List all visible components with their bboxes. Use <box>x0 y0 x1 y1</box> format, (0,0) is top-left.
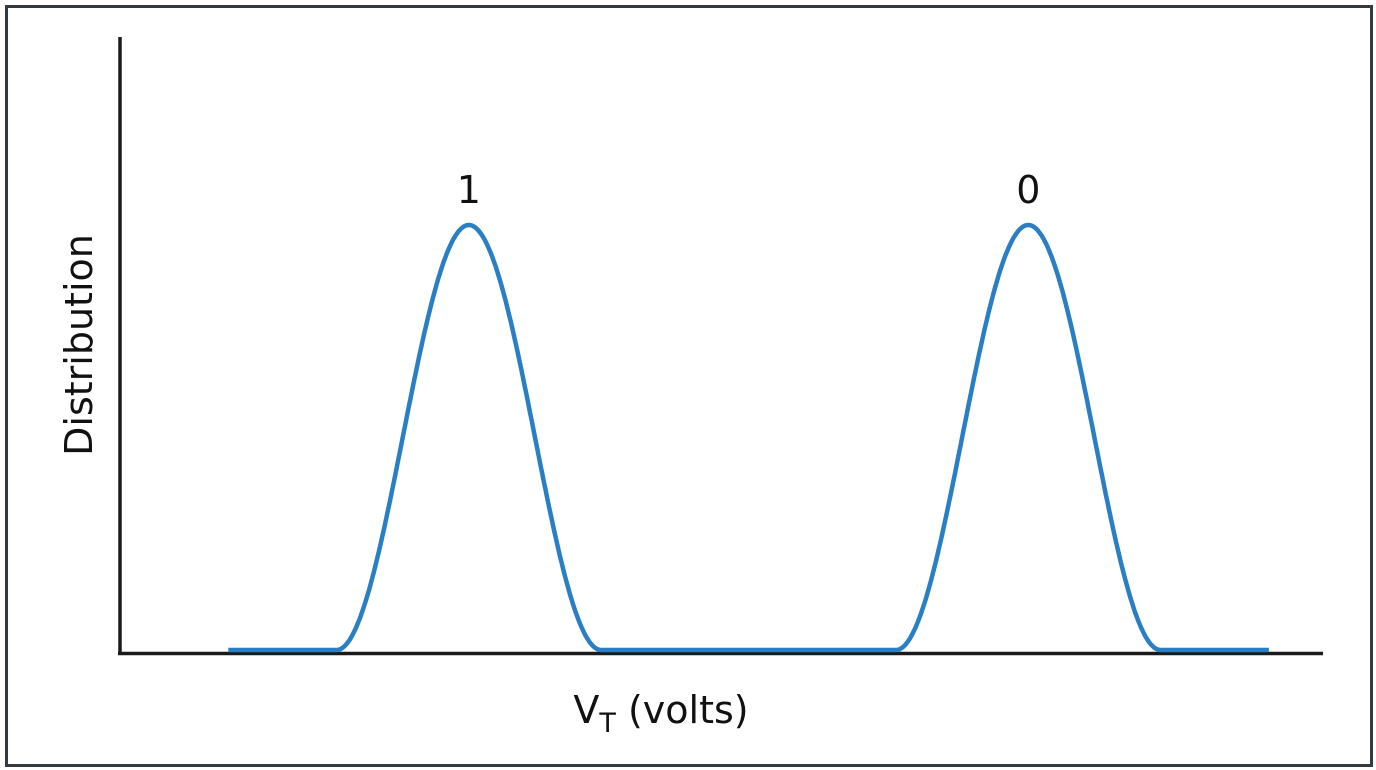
x-axis-label-main: V <box>573 688 599 732</box>
peak-label-1: 1 <box>457 168 481 212</box>
y-axis-label: Distribution <box>57 234 101 456</box>
peak-label-0: 0 <box>1016 168 1040 212</box>
x-axis-label: VT (volts) <box>573 688 748 739</box>
distribution-curve <box>227 222 1270 653</box>
x-axis-label-rest: (volts) <box>616 688 749 732</box>
x-axis-label-subscript: T <box>598 708 616 739</box>
